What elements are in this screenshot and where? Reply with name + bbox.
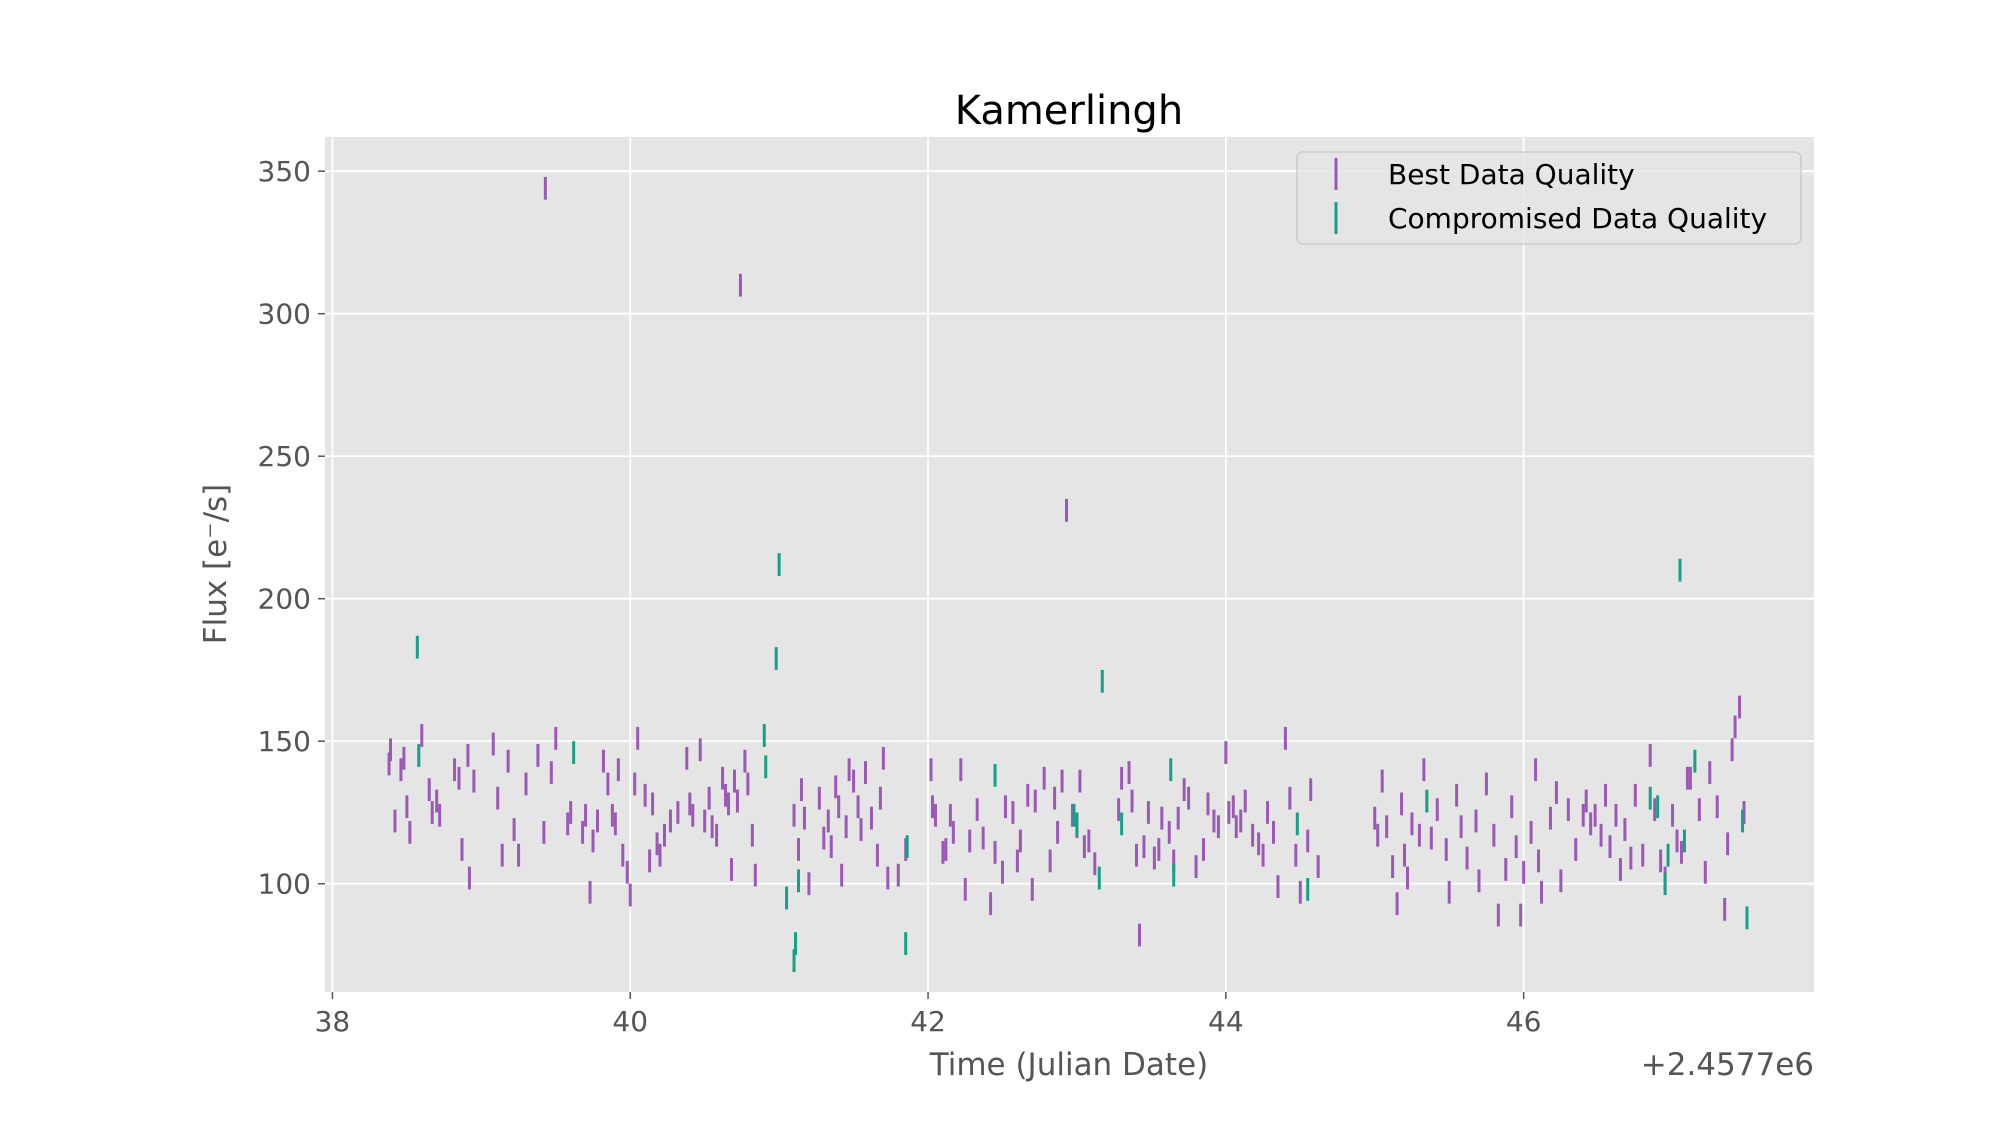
legend: Best Data Quality Compromised Data Quali… — [1296, 151, 1802, 245]
x-tick-label: 40 — [612, 1005, 648, 1038]
x-tick-label: 42 — [910, 1005, 946, 1038]
y-tick-label: 200 — [258, 583, 311, 616]
y-tick-label: 150 — [258, 725, 311, 758]
y-tick-label: 350 — [258, 155, 311, 188]
x-offset-label: +2.4577e6 — [1641, 1047, 1814, 1083]
data-series — [387, 176, 1749, 973]
y-tick-label: 100 — [258, 868, 311, 901]
x-tick-label: 44 — [1208, 1005, 1244, 1038]
y-axis-label: Flux [e⁻/s] — [198, 484, 234, 645]
chart-title: Kamerlingh — [955, 88, 1183, 134]
legend-box — [1296, 151, 1802, 245]
legend-label-compromised: Compromised Data Quality — [1388, 202, 1767, 235]
x-tick-label: 38 — [315, 1005, 351, 1038]
series-1 — [415, 553, 1749, 973]
x-tick-label: 46 — [1506, 1005, 1542, 1038]
legend-label-best: Best Data Quality — [1388, 158, 1635, 191]
axis-ticks: 38 40 42 44 46 100 150 200 250 300 350 — [258, 155, 1542, 1038]
y-tick-label: 250 — [258, 440, 311, 473]
y-tick-label: 300 — [258, 298, 311, 331]
x-axis-label: Time (Julian Date) — [929, 1047, 1209, 1083]
series-0 — [387, 176, 1746, 947]
plot-area-background — [325, 137, 1814, 992]
